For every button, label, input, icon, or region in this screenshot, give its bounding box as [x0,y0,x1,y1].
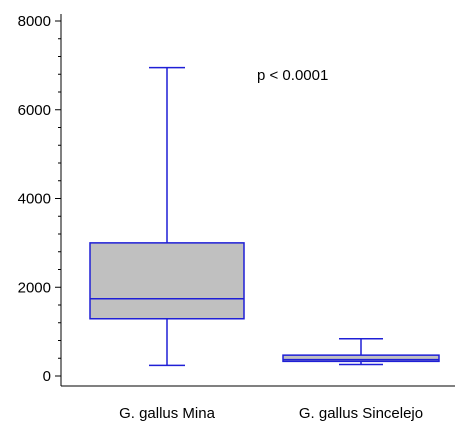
y-tick-label: 4000 [18,191,51,208]
y-tick-label: 8000 [18,13,51,30]
y-axis-ticks: 0 2000 4000 6000 8000 [18,13,61,385]
box-iqr [89,242,245,320]
box-1 [89,66,245,367]
box-2 [282,337,440,366]
x-axis-category-labels: G. gallus Mina G. gallus Sincelejo [119,405,423,422]
box-series [89,66,440,367]
p-value-annotation: p < 0.0001 [257,67,328,84]
y-tick-label: 6000 [18,102,51,119]
x-category-label: G. gallus Mina [119,405,216,422]
y-tick-label: 2000 [18,279,51,296]
x-category-label: G. gallus Sincelejo [299,405,423,422]
y-tick-label: 0 [43,368,51,385]
box-iqr [282,354,440,363]
